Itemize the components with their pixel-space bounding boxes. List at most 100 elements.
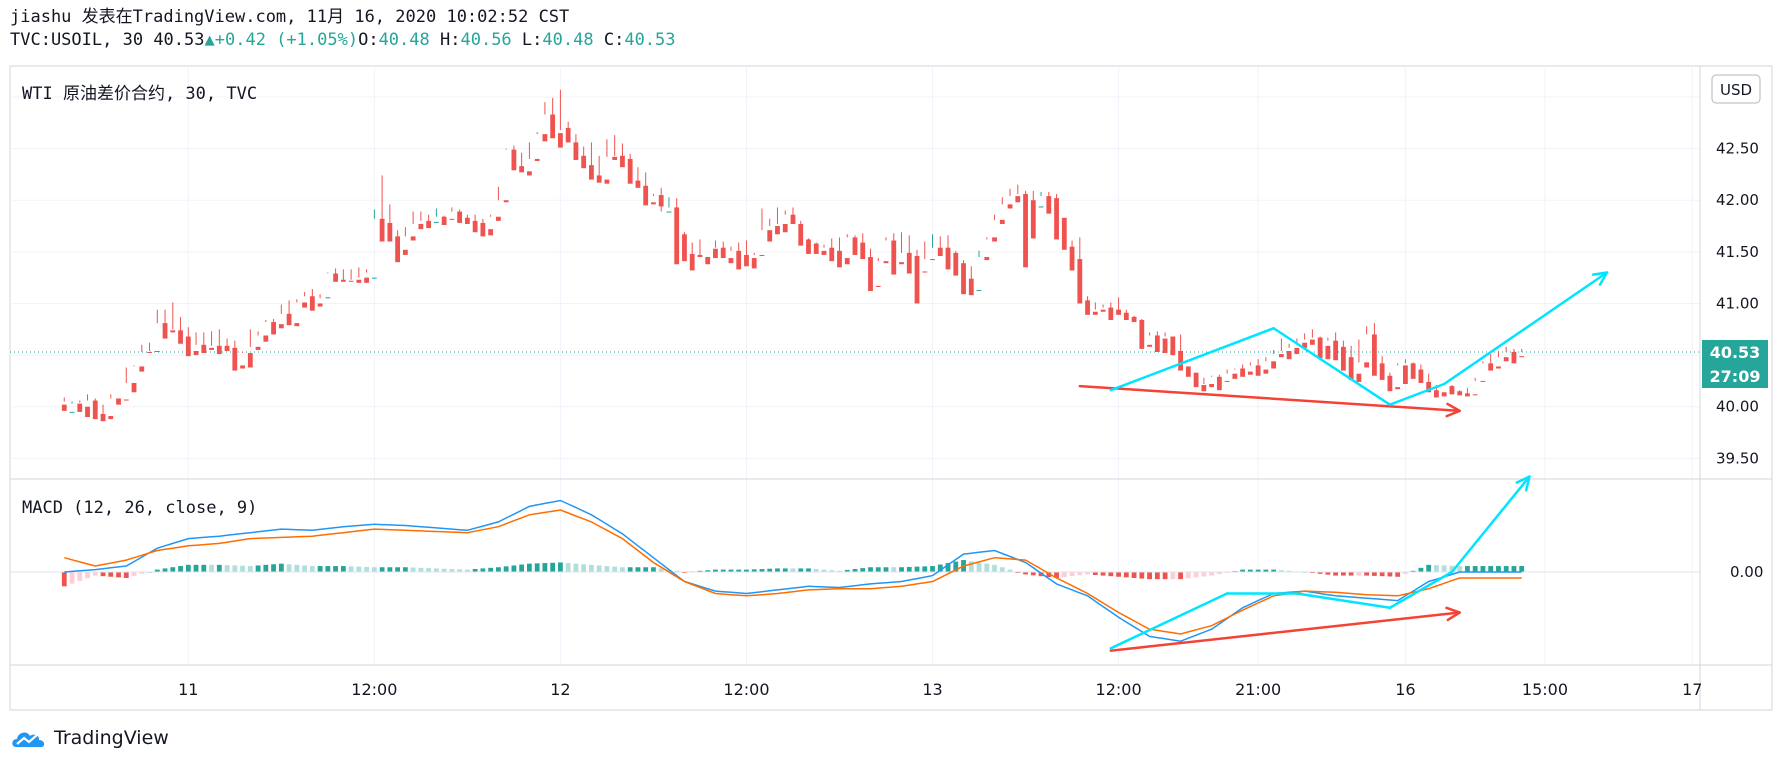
time-axis[interactable]: 11 12:00 12 12:00 13 12:00 21:00 16 15:00 17	[178, 680, 1702, 699]
candle-body	[713, 248, 718, 259]
macd-projection-segment	[1109, 592, 1229, 650]
histogram-bar	[899, 567, 904, 572]
histogram-bar	[286, 564, 292, 572]
histogram-bar	[1123, 572, 1129, 578]
candle-body	[829, 247, 835, 262]
price-projection-arrow-head	[1591, 271, 1609, 286]
histogram-bar	[775, 568, 780, 572]
candle-body	[534, 158, 540, 161]
candle-body	[201, 344, 207, 354]
candle-body	[945, 247, 951, 270]
candle-body	[240, 365, 245, 369]
candle-body	[542, 134, 548, 142]
candle-body	[1511, 352, 1517, 364]
histogram-bar	[976, 562, 982, 572]
price-projection-arrow	[1442, 271, 1609, 386]
candle-body	[1294, 347, 1300, 355]
candle-body	[558, 133, 563, 148]
candle-body	[1340, 346, 1346, 371]
macd-trend-arrow	[1109, 611, 1461, 652]
histogram-bar	[759, 569, 765, 572]
histogram-bar	[402, 567, 408, 572]
histogram-bar	[790, 568, 796, 572]
candle-body	[620, 155, 625, 168]
currency-button[interactable]: USD	[1711, 74, 1761, 104]
candle-body	[604, 179, 610, 184]
candle-body	[503, 200, 509, 203]
candle-body	[333, 273, 338, 282]
candle-body	[1201, 385, 1207, 392]
trading-chart[interactable]: 43.0042.5042.0041.5041.0040.5040.0039.50…	[0, 0, 1783, 720]
time-tick-label: 12:00	[1096, 680, 1142, 699]
histogram-bar	[844, 569, 850, 572]
candle-body	[844, 258, 850, 265]
histogram-bar	[992, 564, 997, 572]
last-price: 40.53	[153, 30, 205, 50]
candle-body	[813, 243, 819, 254]
histogram-bar	[1317, 572, 1323, 574]
candle-body	[77, 403, 83, 412]
histogram-bar	[1178, 572, 1183, 580]
histogram-bar	[713, 569, 718, 572]
candle-body	[1309, 339, 1315, 345]
tradingview-logo[interactable]: TradingView	[10, 727, 169, 749]
countdown-badge-box	[1702, 364, 1768, 389]
histogram-bar	[92, 572, 98, 576]
macd-trend-arrow-head	[1445, 606, 1461, 622]
currency-button-box[interactable]	[1711, 74, 1761, 104]
histogram-bar	[1046, 572, 1052, 578]
up-arrow-icon: ▲	[204, 30, 215, 50]
histogram-bar	[829, 570, 835, 572]
histogram-bar	[123, 572, 129, 578]
candle-body	[1403, 365, 1408, 385]
candle-body	[612, 156, 618, 160]
histogram-bar	[1255, 569, 1261, 572]
candle-body	[216, 345, 222, 355]
currency-button-label[interactable]: USD	[1720, 81, 1752, 99]
histogram-bar	[875, 567, 881, 572]
candle-body	[247, 353, 253, 368]
candle-body	[1418, 369, 1424, 383]
candle-body	[666, 211, 672, 213]
candle-body	[178, 330, 183, 344]
histogram-bar	[1054, 572, 1059, 578]
histogram-bar	[1139, 572, 1145, 579]
candle-body	[1488, 363, 1494, 371]
histogram-bar	[457, 569, 463, 572]
candle-body	[395, 236, 401, 263]
candle-body	[209, 347, 214, 350]
histogram-bar	[216, 564, 222, 572]
histogram-bar	[1519, 566, 1525, 572]
histogram-bar	[1286, 570, 1292, 572]
histogram-bar	[364, 566, 370, 572]
histogram-bar	[581, 564, 587, 572]
histogram-bar	[643, 567, 649, 572]
candle-body	[751, 258, 757, 269]
candle-body	[937, 247, 943, 256]
histogram-bar	[317, 566, 323, 572]
histogram-bar	[1379, 572, 1385, 577]
candle-body	[480, 222, 486, 237]
candle-body	[1162, 338, 1168, 354]
candle-body	[1224, 380, 1230, 382]
histogram-bar	[1403, 572, 1408, 574]
histogram-bar	[914, 566, 920, 572]
histogram-bar	[69, 572, 75, 584]
macd-title: MACD (12, 26, close, 9)	[22, 498, 257, 518]
candle-body	[1030, 200, 1036, 239]
candle-body	[1387, 375, 1393, 392]
histogram-bar	[558, 562, 563, 572]
histogram-bar	[968, 561, 974, 572]
histogram-bar	[371, 567, 377, 572]
candle-body	[61, 404, 67, 411]
histogram-bar	[527, 563, 532, 572]
histogram-bar	[1356, 572, 1362, 576]
histogram-bar	[309, 566, 315, 572]
candle-body	[495, 216, 501, 221]
histogram-bar	[1271, 569, 1277, 572]
histogram-bar	[868, 567, 873, 572]
histogram-bar	[100, 572, 106, 577]
candle-body	[914, 255, 920, 304]
candle-body	[317, 303, 323, 307]
time-tick-label: 16	[1395, 680, 1415, 699]
